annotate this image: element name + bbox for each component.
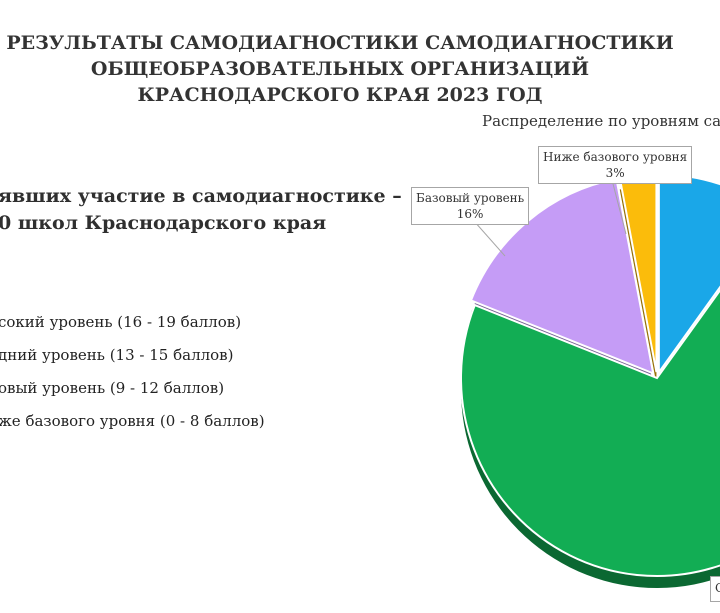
leader-basic: [473, 220, 506, 257]
label-below-basic: Ниже базового уровня 3%: [538, 146, 693, 184]
label-below-basic-name: Ниже базового уровня: [543, 150, 688, 164]
level-item-below-basic: же базового уровня (0 - 8 баллов): [0, 412, 265, 430]
participants-heading: явших участие в самодиагностике – 0 школ…: [0, 183, 402, 237]
chart-title: Распределение по уровням сам: [482, 112, 720, 130]
levels-list: сокий уровень (16 - 19 баллов) дний уров…: [0, 306, 265, 438]
label-basic-name: Базовый уровень: [416, 191, 525, 205]
label-medium-partial: С: [710, 576, 720, 602]
pie-slice-2: [460, 288, 720, 577]
label-basic-value: 16%: [456, 207, 484, 221]
page-title-line-3: КРАСНОДАРСКОГО КРАЯ 2023 ГОД: [137, 84, 543, 106]
label-basic: Базовый уровень 16%: [411, 187, 530, 225]
participants-heading-line-1: явших участие в самодиагностике –: [0, 185, 402, 207]
label-below-basic-value: 3%: [605, 166, 625, 180]
participants-heading-line-2: 0 школ Краснодарского края: [0, 212, 327, 234]
page-title-line-2: ОБЩЕОБРАЗОВАТЕЛЬНЫХ ОРГАНИЗАЦИЙ: [90, 58, 590, 80]
page-title-line-1: РЕЗУЛЬТАТЫ САМОДИАГНОСТИКИ САМОДИАГНОСТИ…: [6, 32, 674, 54]
page-title: РЕЗУЛЬТАТЫ САМОДИАГНОСТИКИ САМОДИАГНОСТИ…: [0, 30, 680, 108]
level-item-high: сокий уровень (16 - 19 баллов): [0, 313, 242, 331]
level-item-medium: дний уровень (13 - 15 баллов): [0, 346, 234, 364]
level-item-basic: овый уровень (9 - 12 баллов): [0, 379, 225, 397]
leader-below-basic: [611, 179, 627, 235]
